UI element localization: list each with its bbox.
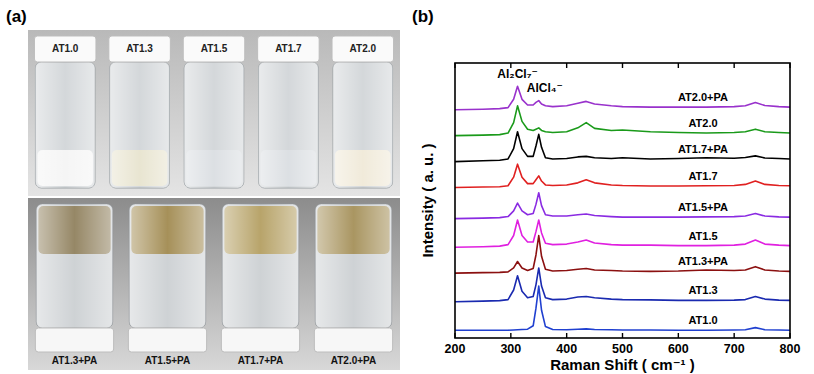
panel-label: (a) — [6, 7, 27, 26]
figure: (a) AT1.0 AT1.3 AT1.5 AT1.7 AT2.0 AT1.3+PA AT1.… — [0, 0, 814, 374]
x-tick-label: 400 — [556, 342, 577, 356]
vial-glass — [129, 204, 205, 328]
vial-cap — [128, 328, 206, 352]
vial-cap — [109, 36, 171, 62]
vial-cap — [332, 36, 394, 62]
series-label: AT1.7 — [688, 170, 717, 182]
spectrum-line — [455, 236, 790, 274]
spectrum-line — [455, 86, 790, 109]
vial-cap — [35, 328, 113, 352]
series-label: AT1.3+PA — [678, 255, 728, 267]
x-tick-label: 800 — [780, 342, 801, 356]
x-axis-title: Raman Shift ( cm⁻¹ ) — [550, 356, 695, 373]
vial: AT2.0 — [332, 36, 394, 188]
vial-label: AT1.5 — [201, 43, 228, 54]
spectrum-line — [455, 268, 790, 302]
series-label: AT2.0+PA — [678, 91, 728, 103]
spectrum-line — [455, 286, 790, 330]
vial-label: AT1.0 — [52, 43, 79, 54]
vial-glass — [315, 204, 391, 328]
photo-background — [28, 198, 400, 370]
vial-glass — [129, 204, 205, 328]
spectrum-line — [455, 164, 790, 187]
vial-glass — [35, 62, 95, 188]
vial-label: AT1.3 — [126, 43, 153, 54]
vial-glass — [36, 204, 112, 328]
vial-glass — [110, 62, 170, 188]
series-label: AT1.5+PA — [678, 201, 728, 213]
vial-glass — [315, 204, 391, 328]
x-tick-label: 600 — [668, 342, 689, 356]
vial-glass — [333, 62, 393, 188]
photo-background — [28, 30, 400, 196]
vial: AT1.0 — [34, 36, 96, 188]
vial-label: AT1.3+PA — [52, 355, 97, 366]
vial-label: AT1.7 — [275, 43, 302, 54]
vial: AT1.3+PA — [35, 204, 113, 366]
vial-cap — [314, 328, 392, 352]
series-label: AT1.0 — [688, 314, 717, 326]
vial: AT1.7+PA — [221, 204, 299, 366]
vial-glass — [222, 204, 298, 328]
vial-label: AT1.7+PA — [238, 355, 283, 366]
series-label: AT2.0 — [688, 117, 717, 129]
vial-cap — [258, 36, 320, 62]
plot-area — [455, 86, 790, 330]
spectrum-line — [455, 106, 790, 136]
vial-label: AT2.0+PA — [331, 355, 376, 366]
vial-glass — [222, 204, 298, 328]
plot-frame — [455, 63, 790, 338]
y-axis-title: Intensity ( a. u. ) — [419, 143, 436, 257]
vial-glass — [35, 62, 95, 188]
vial-label: AT2.0 — [350, 43, 377, 54]
vial: AT1.7 — [258, 36, 320, 188]
x-tick-label: 500 — [612, 342, 633, 356]
vial-glass — [110, 62, 170, 188]
spectrum-line — [455, 132, 790, 162]
series-label: AT1.7+PA — [678, 143, 728, 155]
spectrum-line — [455, 193, 790, 219]
vial-glass — [259, 62, 319, 188]
vial: AT1.5 — [183, 36, 245, 188]
vial: AT1.5+PA — [128, 204, 206, 366]
vial-cap — [34, 36, 96, 62]
peak-annotation: Al₂Cl₇⁻ — [497, 67, 537, 81]
panel-label: (b) — [412, 7, 434, 26]
vial-cap — [183, 36, 245, 62]
vial-glass — [259, 62, 319, 188]
vial-glass — [184, 62, 244, 188]
vial-cap — [221, 328, 299, 352]
vial-label: AT1.5+PA — [145, 355, 190, 366]
series-label: AT1.5 — [688, 230, 717, 242]
vial: AT2.0+PA — [314, 204, 392, 366]
spectrum-line — [455, 220, 790, 247]
vial-glass — [333, 62, 393, 188]
vial-glass — [184, 62, 244, 188]
x-tick-label: 700 — [724, 342, 745, 356]
x-tick-label: 200 — [445, 342, 466, 356]
vial: AT1.3 — [109, 36, 171, 188]
peak-annotation: AlCl₄⁻ — [527, 81, 563, 95]
series-label: AT1.3 — [688, 284, 717, 296]
vial-glass — [36, 204, 112, 328]
x-tick-label: 300 — [500, 342, 521, 356]
